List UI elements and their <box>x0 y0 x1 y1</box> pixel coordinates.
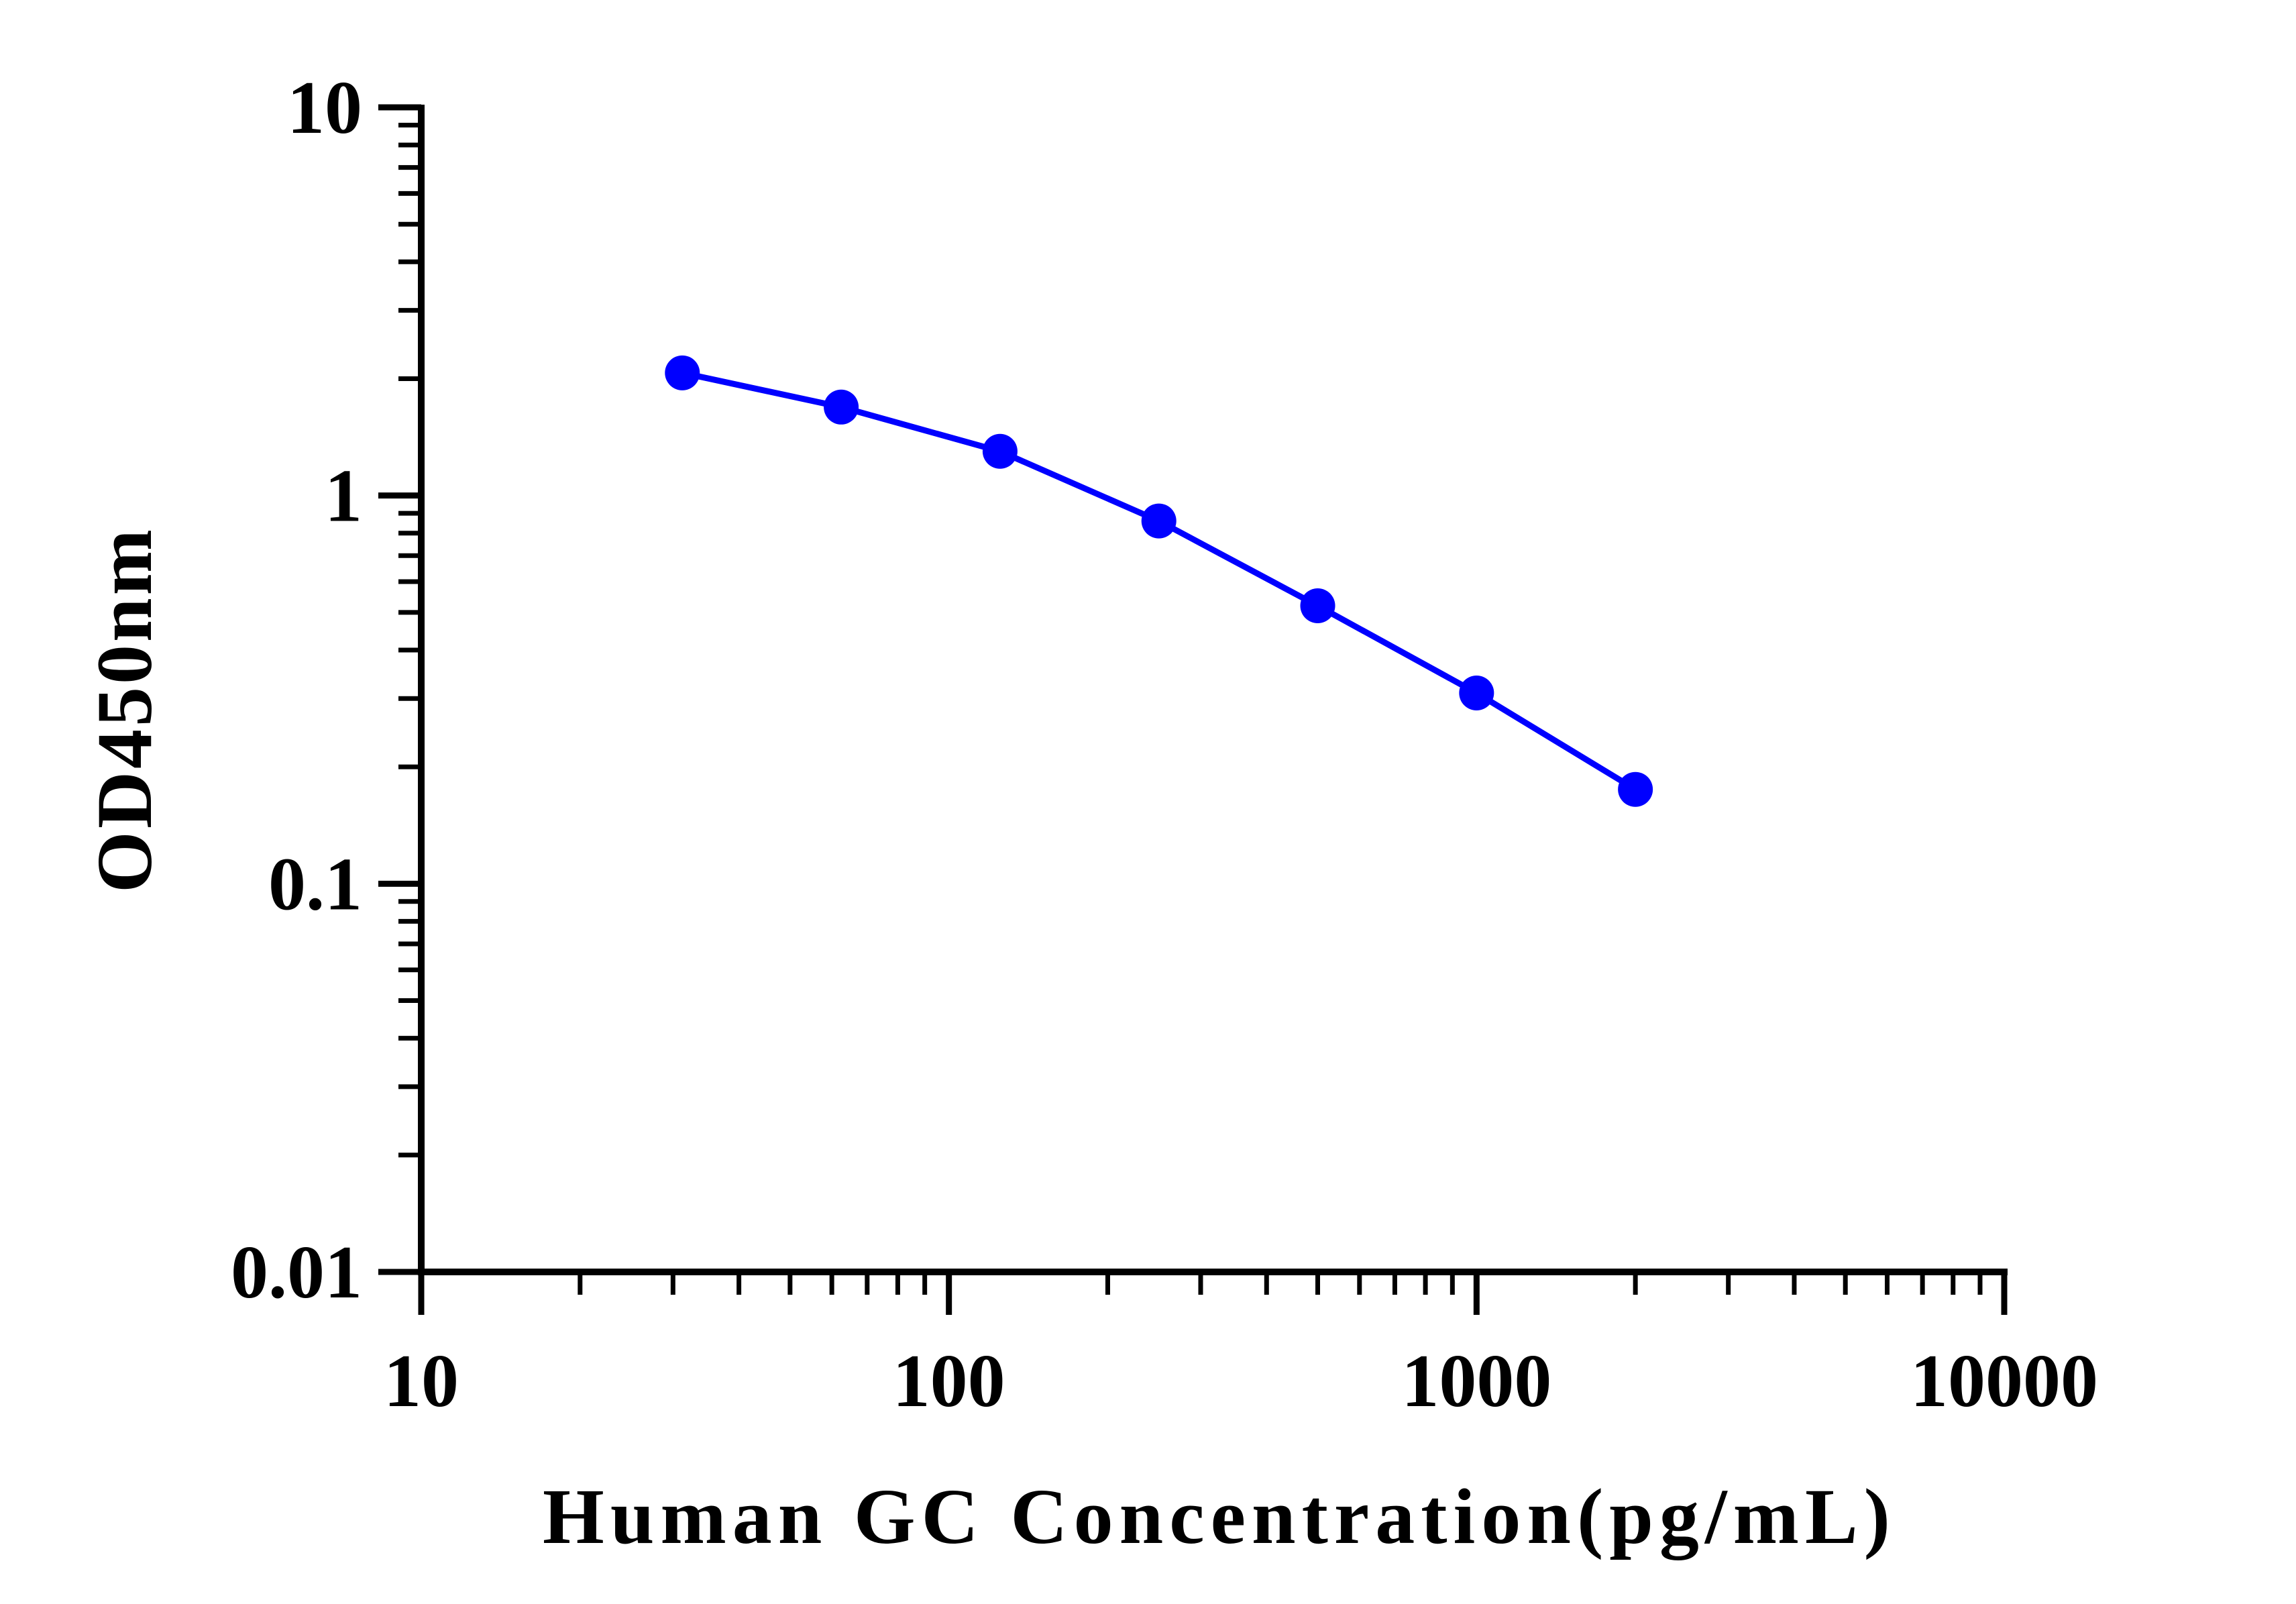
x-tick-label: 1000 <box>1401 1340 1551 1423</box>
data-series <box>665 355 1653 807</box>
y-tick-label: 10 <box>287 66 362 150</box>
y-tick-label: 1 <box>325 455 362 538</box>
x-tick-label: 100 <box>893 1340 1005 1423</box>
tick-labels: 0.01 0.1 1 10 10 100 1000 10000 <box>231 66 2098 1423</box>
series-line <box>681 370 1637 792</box>
data-point <box>1300 588 1335 624</box>
y-tick-label: 0.01 <box>231 1231 362 1314</box>
data-point <box>982 433 1018 469</box>
data-point <box>1618 771 1653 807</box>
data-point <box>1141 503 1177 539</box>
data-point <box>665 355 700 390</box>
axes <box>418 105 2008 1275</box>
data-point <box>1459 675 1494 710</box>
x-tick-label: 10000 <box>1910 1340 2098 1423</box>
ticks <box>378 104 2008 1315</box>
y-tick-label: 0.1 <box>268 843 362 926</box>
y-axis-title: OD450nm <box>80 527 168 893</box>
data-point <box>824 389 859 425</box>
x-tick-label: 10 <box>384 1340 459 1423</box>
x-axis-title: Human GC Concentration(pg/mL) <box>543 1473 1896 1560</box>
